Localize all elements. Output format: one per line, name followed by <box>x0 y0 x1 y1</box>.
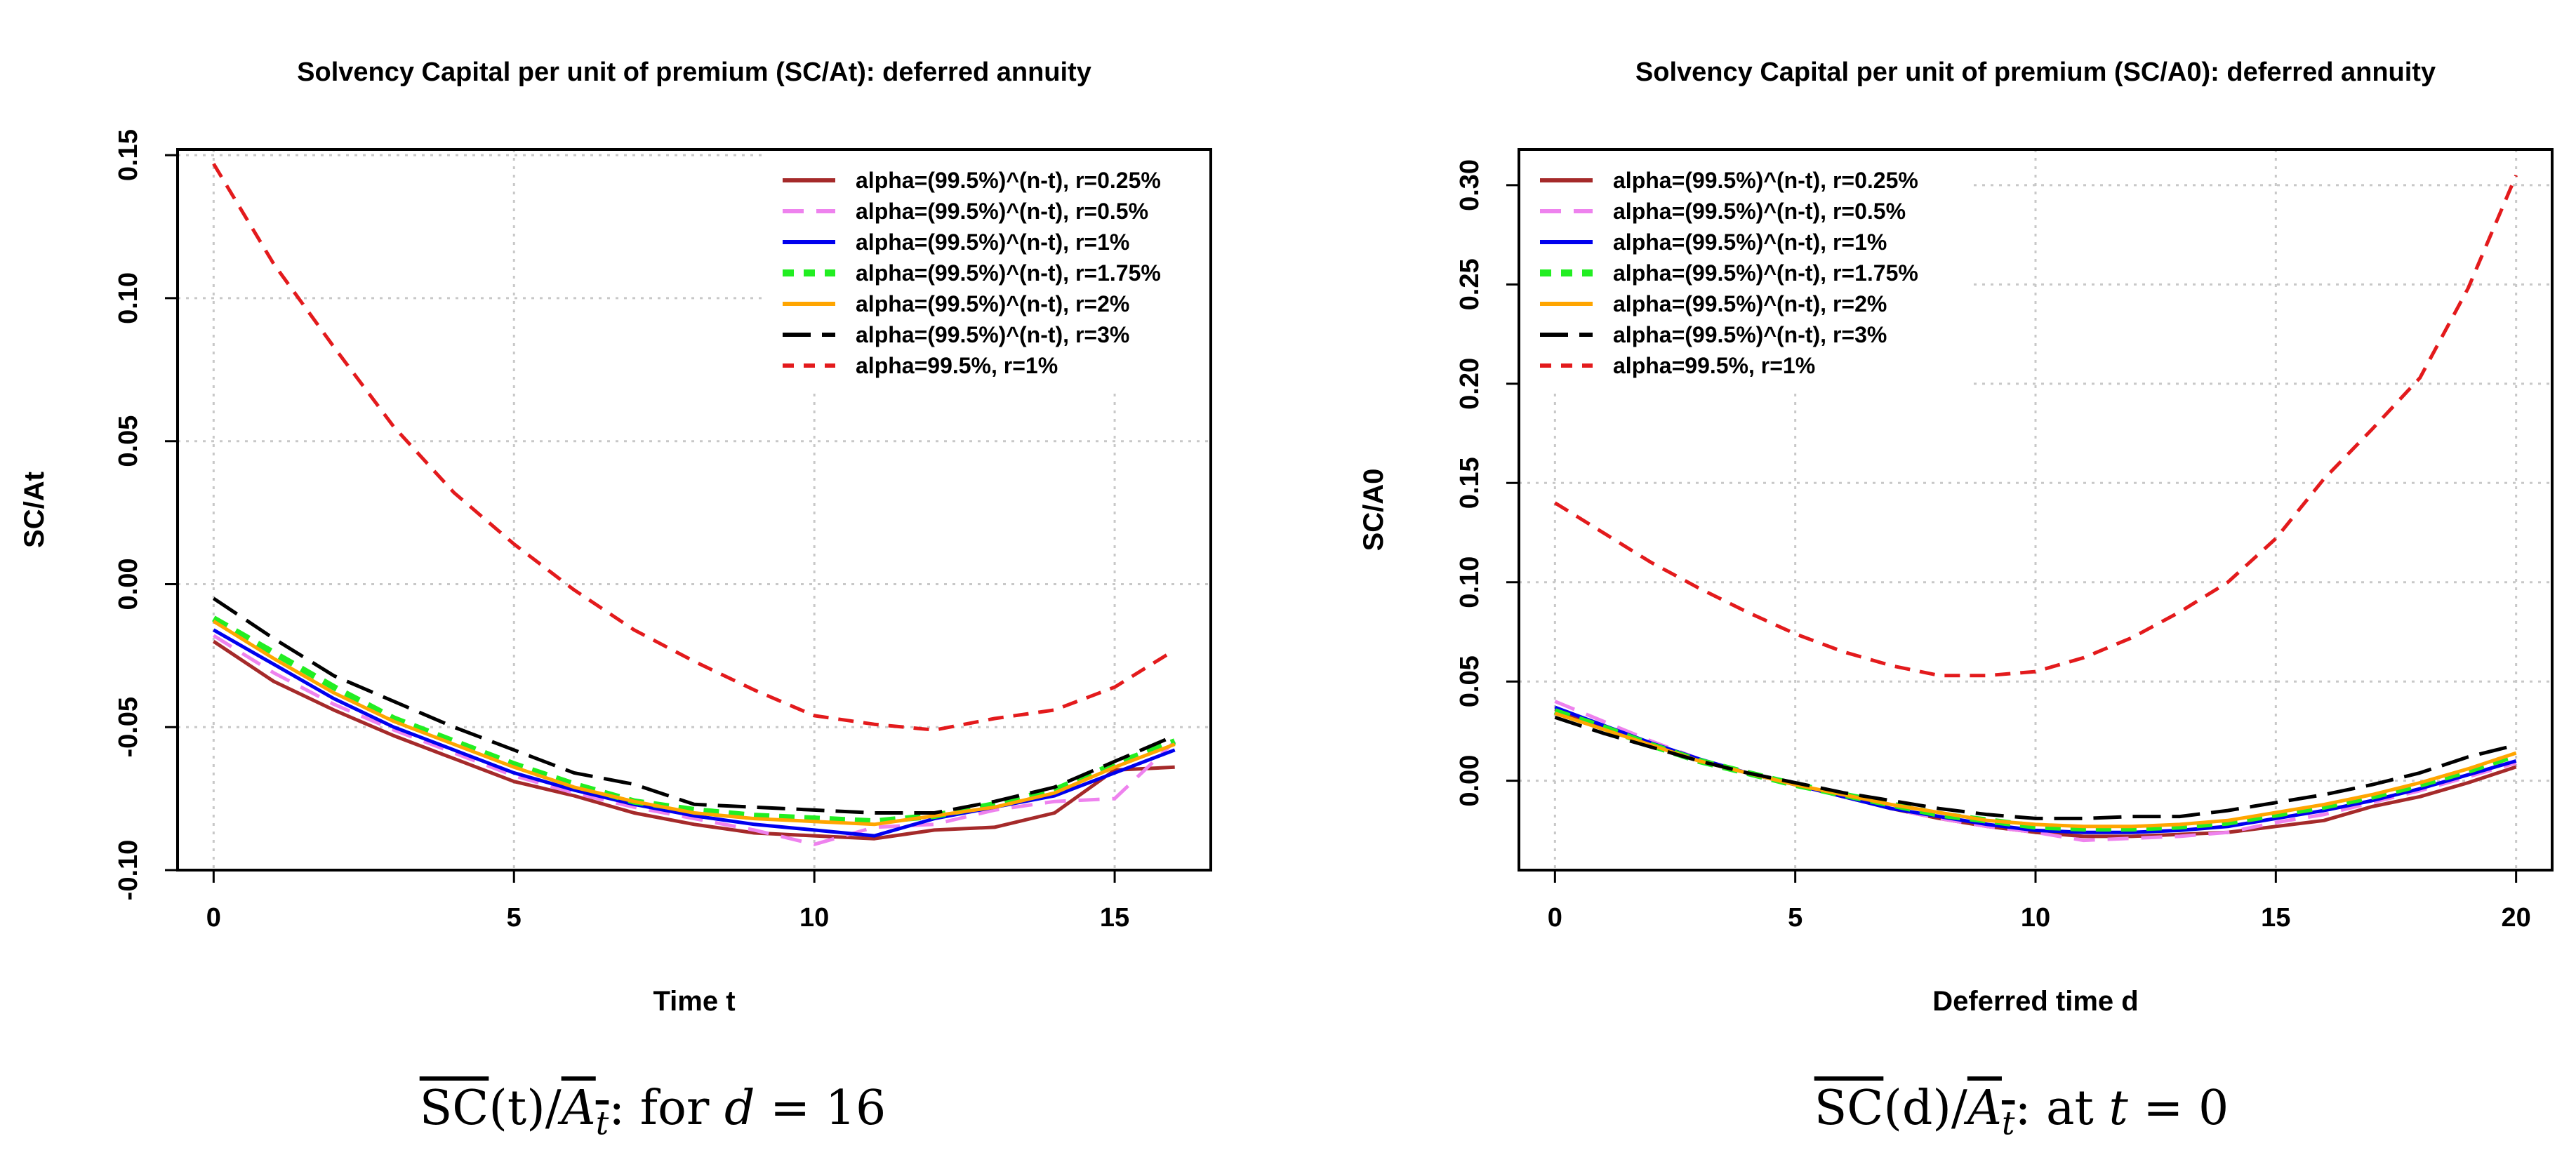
right-legend-box <box>1519 149 1968 392</box>
left-caption-sub: t <box>595 1104 609 1142</box>
right-y-tick-label: 0.05 <box>1455 655 1485 707</box>
left-caption-bar: A <box>561 1081 596 1136</box>
left-caption-tail: : for <box>609 1081 725 1136</box>
left-legend-box <box>762 149 1211 392</box>
left-series-line-4 <box>212 620 1176 827</box>
right-x-tick-label: 20 <box>2502 903 2531 933</box>
left-plot-frame <box>176 148 1212 872</box>
right-y-tick-label: 0.20 <box>1455 358 1485 410</box>
right-y-tick-label: 0.30 <box>1455 159 1485 211</box>
left-x-tick-label: 0 <box>206 903 221 933</box>
left-series-line-0 <box>212 639 1175 841</box>
left-series-line-1 <box>212 634 1176 846</box>
right-caption-eq: = 0 <box>2127 1081 2229 1136</box>
left-legend-label-2: alpha=(99.5%)^(n-t), r=1% <box>856 229 1129 255</box>
left-y-tick-label: 0.15 <box>114 129 143 181</box>
left-series-line-3 <box>212 615 1176 825</box>
right-caption-bar: A <box>1967 1081 2002 1136</box>
left-chart-title: Solvency Capital per unit of premium (SC… <box>297 58 1091 87</box>
left-y-tick-label: -0.10 <box>114 840 143 901</box>
left-caption-eq: = 16 <box>755 1081 887 1136</box>
left-series-line-5 <box>212 596 1176 815</box>
left-legend-label-3: alpha=(99.5%)^(n-t), r=1.75% <box>856 260 1161 286</box>
right-chart-title: Solvency Capital per unit of premium (SC… <box>1635 58 2436 87</box>
left-x-tick-label: 5 <box>507 903 522 933</box>
left-legend-label-6: alpha=99.5%, r=1% <box>856 353 1058 378</box>
left-x-tick-label: 15 <box>1100 903 1129 933</box>
right-series-line-2 <box>1554 705 2517 834</box>
left-legend-label-5: alpha=(99.5%)^(n-t), r=3% <box>856 322 1129 347</box>
right-y-tick-label: 0.10 <box>1455 556 1485 608</box>
right-caption-prefix: SC <box>1814 1081 1884 1136</box>
right-legend-label-0: alpha=(99.5%)^(n-t), r=0.25% <box>1613 168 1918 193</box>
left-y-tick-label: 0.10 <box>114 272 143 324</box>
right-x-axis-label: Deferred time d <box>1932 986 2138 1017</box>
left-x-axis-label: Time t <box>653 986 735 1017</box>
right-y-tick-label: 0.15 <box>1455 457 1485 509</box>
left-y-tick-label: 0.05 <box>114 415 143 467</box>
right-x-tick-label: 5 <box>1788 903 1802 933</box>
right-series-line-5 <box>1554 715 2517 820</box>
right-legend-label-2: alpha=(99.5%)^(n-t), r=1% <box>1613 229 1887 255</box>
left-chart-panel: Solvency Capital per unit of premium (SC… <box>19 58 1212 1017</box>
left-caption-prefix: SC <box>419 1081 489 1136</box>
right-x-tick-label: 0 <box>1548 903 1562 933</box>
right-series-line-3 <box>1553 708 2518 832</box>
left-caption: SC(t)/At: for d = 16 <box>161 1081 1144 1142</box>
left-y-tick-label: -0.05 <box>114 697 143 758</box>
left-series-line-6 <box>212 163 1176 732</box>
right-legend-label-4: alpha=(99.5%)^(n-t), r=2% <box>1613 291 1887 316</box>
left-legend-label-0: alpha=(99.5%)^(n-t), r=0.25% <box>856 168 1161 193</box>
right-legend-label-5: alpha=(99.5%)^(n-t), r=3% <box>1613 322 1887 347</box>
right-chart-panel: Solvency Capital per unit of premium (SC… <box>1358 58 2554 1017</box>
right-legend-label-1: alpha=(99.5%)^(n-t), r=0.5% <box>1613 199 1906 224</box>
right-series-line-6 <box>1553 174 2518 678</box>
left-legend-label-1: alpha=(99.5%)^(n-t), r=0.5% <box>856 199 1148 224</box>
right-y-axis-label: SC/A0 <box>1358 469 1389 552</box>
right-legend-label-3: alpha=(99.5%)^(n-t), r=1.75% <box>1613 260 1918 286</box>
left-caption-mid: (t)/ <box>489 1081 562 1136</box>
right-series-line-4 <box>1554 712 2517 829</box>
left-legend-label-4: alpha=(99.5%)^(n-t), r=2% <box>856 291 1129 316</box>
right-caption: SC(d)/At: at t = 0 <box>1530 1081 2513 1142</box>
left-caption-var: d <box>724 1081 755 1136</box>
right-caption-tail: : at <box>2014 1081 2109 1136</box>
left-x-tick-label: 10 <box>799 903 829 933</box>
right-x-tick-label: 10 <box>2021 903 2050 933</box>
right-caption-mid: (d)/ <box>1883 1081 1967 1136</box>
right-x-tick-label: 15 <box>2261 903 2290 933</box>
right-caption-sub: t <box>2001 1104 2015 1142</box>
left-y-axis-label: SC/At <box>19 472 50 548</box>
right-caption-var: t <box>2109 1081 2128 1136</box>
right-legend-label-6: alpha=99.5%, r=1% <box>1613 353 1815 378</box>
right-y-tick-label: 0.25 <box>1455 258 1485 310</box>
left-y-tick-label: 0.00 <box>114 558 143 610</box>
right-y-tick-label: 0.00 <box>1455 755 1485 807</box>
